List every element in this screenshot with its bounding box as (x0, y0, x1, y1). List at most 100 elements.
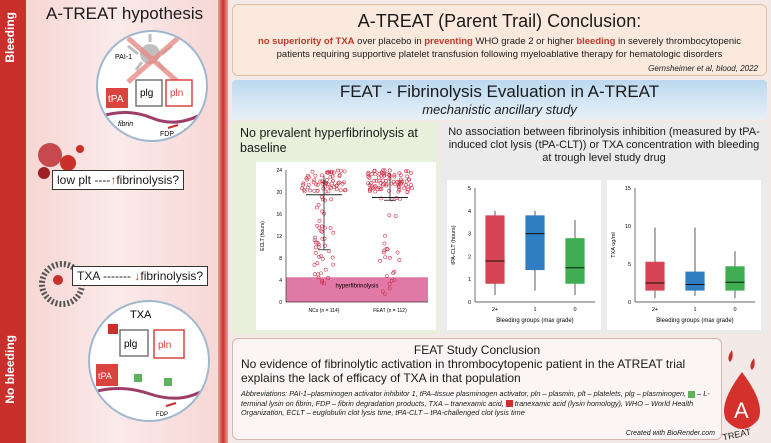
data-point (339, 168, 343, 173)
data-point (300, 186, 304, 191)
low-plt-fibrinolysis-box: low plt ----↑fibrinolysis? (52, 170, 185, 190)
pai-label: PAI-1 (115, 54, 132, 61)
data-point (391, 271, 396, 275)
tpa-label: tPA (108, 94, 124, 105)
data-point (328, 175, 333, 179)
magnified-view-no-bleeding: TXA plg pln tPA FDP (88, 300, 210, 422)
x-tick-label: 2+ (492, 307, 498, 313)
data-point (397, 187, 402, 192)
data-point (368, 181, 373, 186)
data-point (315, 223, 319, 228)
data-point (317, 219, 322, 223)
y-tick-label: 4 (279, 278, 282, 284)
data-point (382, 241, 387, 246)
data-point (316, 242, 321, 247)
vessel-wall (218, 0, 228, 443)
data-point (372, 169, 377, 173)
biorender-credit: Created with BioRender.com (625, 430, 715, 437)
y-axis-label: ECLT (hours) (260, 221, 266, 251)
plg-label-b: plg (124, 339, 137, 350)
y-tick-label: 10 (625, 224, 631, 230)
data-point (323, 184, 327, 189)
pln-label-b: pln (158, 340, 171, 351)
data-point (320, 256, 325, 261)
data-point (323, 243, 327, 248)
data-point (313, 240, 318, 245)
data-point (406, 184, 411, 189)
data-point (323, 198, 327, 203)
data-point (405, 174, 410, 179)
data-point (330, 174, 335, 179)
data-point (306, 182, 311, 187)
txa-mol-label: TXA (130, 309, 152, 321)
data-point (395, 250, 400, 255)
data-point (387, 286, 392, 291)
y-tick-label: 4 (468, 209, 471, 215)
data-point (379, 173, 384, 178)
txa-swatch (108, 324, 118, 334)
data-point (319, 254, 323, 259)
data-point (409, 182, 413, 187)
box (485, 215, 505, 284)
header-summary: no superiority of TXA over placebo in pr… (257, 36, 742, 60)
plg-block (135, 79, 163, 107)
data-point (313, 245, 318, 250)
side-strip: Bleeding No bleeding (0, 0, 26, 443)
header-title: A-TREAT (Parent Trail) Conclusion: (357, 11, 642, 31)
tpa-block-b (96, 364, 118, 386)
data-point (367, 189, 372, 194)
data-point (326, 276, 331, 280)
data-point (312, 178, 317, 183)
atreat-conclusion-header: A-TREAT (Parent Trail) Conclusion: no su… (232, 4, 767, 76)
dash-text-2: ------- (103, 269, 132, 283)
data-point (336, 181, 341, 186)
x-axis-label: Bleeding groups (max grade) (496, 318, 573, 324)
fibrin-label: fibrin (118, 121, 133, 128)
data-point (373, 189, 378, 194)
y-tick-label: 15 (625, 186, 631, 192)
data-point (323, 225, 327, 230)
x-tick-label: 1 (693, 307, 696, 313)
data-point (326, 189, 331, 194)
x-tick-label: 1 (533, 307, 536, 313)
data-point (335, 168, 340, 173)
logo-letter: A (734, 398, 749, 423)
low-plt-text: low plt (57, 173, 92, 187)
conclusion-main: No evidence of fibrinolytic activation i… (241, 357, 686, 385)
fibrin-strand (101, 111, 203, 124)
data-point (407, 177, 412, 182)
x-tick-label: 2+ (652, 307, 658, 313)
data-point (325, 182, 330, 186)
panel-association: No association between fibrinolysis inhi… (441, 122, 767, 334)
data-point (378, 258, 383, 263)
data-point (381, 182, 385, 186)
data-point (406, 169, 410, 174)
data-point (409, 170, 413, 175)
magnified-view-bleeding: PAI-1 tPA plg pln fibrin FDP (96, 30, 208, 142)
feat-title: FEAT - Fibrinolysis Evaluation in A-TREA… (339, 82, 660, 101)
data-point (328, 226, 333, 231)
abbr-part-a: Abbreviations: PAI-1–plasminogen activat… (241, 389, 687, 398)
data-point (376, 175, 381, 180)
tpa-label-b: tPA (98, 371, 112, 381)
x-axis-label: Bleeding groups (max grade) (656, 318, 733, 324)
x-tick-label: 0 (573, 307, 576, 313)
data-point (331, 179, 335, 183)
data-point (304, 176, 309, 181)
data-point (373, 184, 378, 189)
txa-text: TXA (77, 269, 100, 283)
tpa-block (106, 88, 128, 108)
data-point (329, 170, 334, 174)
abbr-part-b: – L-terminal lysin on fibrin, FDP – fibr… (241, 389, 710, 408)
x-tick-label: FEAT (n = 112) (373, 308, 407, 314)
data-point (383, 233, 387, 238)
feat-conclusion: FEAT Study Conclusion No evidence of fib… (232, 338, 722, 440)
data-point (312, 238, 317, 242)
data-point (382, 168, 387, 173)
conclusion-title: FEAT Study Conclusion (413, 343, 541, 357)
eclt-scatter-svg: hyperfibrinolysis 0 4 8 12 16 20 24 ECLT (hours)… (260, 168, 428, 314)
data-point (322, 236, 327, 241)
box (685, 271, 705, 291)
green-lysin-swatch-icon (688, 390, 696, 398)
data-point (314, 182, 319, 187)
